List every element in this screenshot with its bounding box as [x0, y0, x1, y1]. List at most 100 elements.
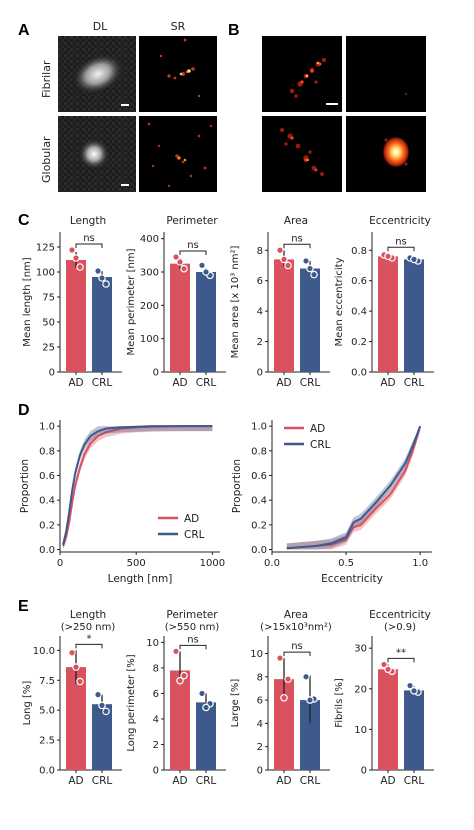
significance-label: **	[396, 647, 406, 658]
significance-label: ns	[395, 236, 407, 247]
significance-bracket	[283, 651, 311, 657]
sr-fibrilar-b-left-image	[262, 36, 342, 112]
sr-globular-image	[139, 116, 217, 192]
y-tick-label: 20	[354, 684, 367, 695]
y-tick-label: 125	[36, 243, 55, 254]
data-point	[72, 663, 80, 671]
bar-ad	[66, 667, 86, 770]
sr-globular-b-right-image	[346, 116, 426, 192]
data-point	[280, 693, 288, 702]
x-tick-label: CRL	[300, 775, 321, 787]
data-point	[302, 257, 310, 265]
sr-fibrilar-b-right-image	[346, 36, 426, 112]
legend-label: AD	[310, 423, 325, 435]
y-tick-label: 0	[257, 766, 263, 777]
chart-title: Length	[70, 609, 106, 621]
y-tick-label: 8	[257, 246, 263, 257]
y-axis-label: Proportion	[19, 459, 31, 513]
data-point	[306, 696, 314, 704]
chart-title: Eccentricity	[369, 215, 431, 227]
y-tick-label: 8	[153, 663, 159, 674]
y-tick-label: 0.4	[251, 496, 267, 507]
chart-subtitle: (>250 nm)	[61, 622, 116, 633]
x-tick-label: AD	[68, 377, 83, 389]
scale-bar-dl-globular	[121, 184, 129, 186]
significance-bracket	[283, 243, 311, 249]
legend-label: CRL	[184, 529, 205, 541]
chart-title: Perimeter	[166, 215, 218, 227]
series-line-crl	[286, 425, 422, 550]
panel-label-e: E	[18, 598, 29, 615]
chart-title: Area	[284, 609, 308, 621]
y-tick-label: 100	[36, 268, 55, 279]
y-axis-label: Long [%]	[22, 681, 33, 726]
significance-label: ns	[187, 240, 199, 251]
y-tick-label: 400	[140, 234, 159, 245]
y-tick-label: 200	[140, 301, 159, 312]
y-tick-label: 8	[257, 672, 263, 683]
significance-bracket	[75, 243, 103, 248]
data-point	[310, 270, 318, 279]
data-point	[276, 246, 284, 255]
bar-crl	[92, 704, 112, 770]
chart-title: Perimeter	[166, 609, 218, 621]
y-tick-label: 10	[146, 638, 159, 649]
y-tick-label: 6	[257, 696, 263, 707]
y-tick-label: 0.8	[351, 246, 367, 257]
y-tick-label: 6	[153, 689, 159, 700]
bar-crl	[300, 700, 320, 770]
y-tick-label: 10	[250, 649, 263, 660]
y-tick-label: 0	[153, 368, 159, 379]
y-tick-label: 5.0	[39, 706, 55, 717]
panel-label-d: D	[18, 402, 30, 419]
y-tick-label: 0	[257, 368, 263, 379]
significance-label: ns	[83, 233, 95, 244]
data-point	[76, 677, 84, 686]
header-dl: DL	[92, 20, 108, 33]
x-axis-label: Eccentricity	[321, 573, 383, 585]
y-axis-label: Mean length [nm]	[22, 257, 33, 346]
chart-title: Area	[284, 215, 308, 227]
x-tick-label: AD	[380, 775, 395, 787]
x-tick-label: CRL	[196, 775, 217, 787]
y-tick-label: 4	[257, 307, 263, 318]
data-point	[180, 671, 188, 680]
data-point	[94, 690, 102, 699]
x-tick-label: CRL	[404, 775, 425, 787]
y-tick-label: 0.0	[39, 766, 55, 777]
bar-crl	[404, 690, 424, 770]
data-point	[384, 252, 392, 261]
significance-label: ns	[291, 641, 303, 652]
y-tick-label: 0.4	[39, 496, 55, 507]
x-axis-label: Length [nm]	[108, 573, 173, 585]
y-tick-label: 0.8	[39, 446, 55, 457]
panel-label-a: A	[18, 22, 30, 39]
x-tick-label: AD	[172, 377, 187, 389]
x-tick-label: 500	[127, 558, 146, 569]
data-point	[410, 255, 418, 264]
significance-bracket	[179, 250, 207, 255]
series-band-crl	[286, 426, 421, 550]
data-point	[68, 648, 76, 657]
y-axis-label: Long perimeter [%]	[126, 654, 137, 751]
chart-title: Eccentricity	[369, 609, 431, 621]
data-point	[176, 676, 184, 685]
bar-crl	[196, 272, 216, 372]
x-tick-label: 0.0	[264, 558, 280, 569]
y-tick-label: 6	[257, 276, 263, 287]
bar-ad	[274, 679, 294, 770]
y-axis-label: Mean area [x 10³ nm²]	[230, 246, 241, 359]
data-point	[76, 263, 84, 271]
bar-ad	[66, 260, 86, 372]
data-point	[380, 660, 388, 669]
y-tick-label: 10	[354, 725, 367, 736]
data-point	[72, 254, 80, 262]
panel-label-b: B	[228, 22, 240, 39]
scale-bar-dl-fibrilar	[121, 104, 129, 106]
data-point	[276, 654, 284, 662]
y-tick-label: 4	[153, 714, 159, 725]
data-point	[280, 255, 288, 264]
dl-globular-image	[58, 116, 136, 192]
dl-fibrilar-image	[58, 36, 136, 112]
